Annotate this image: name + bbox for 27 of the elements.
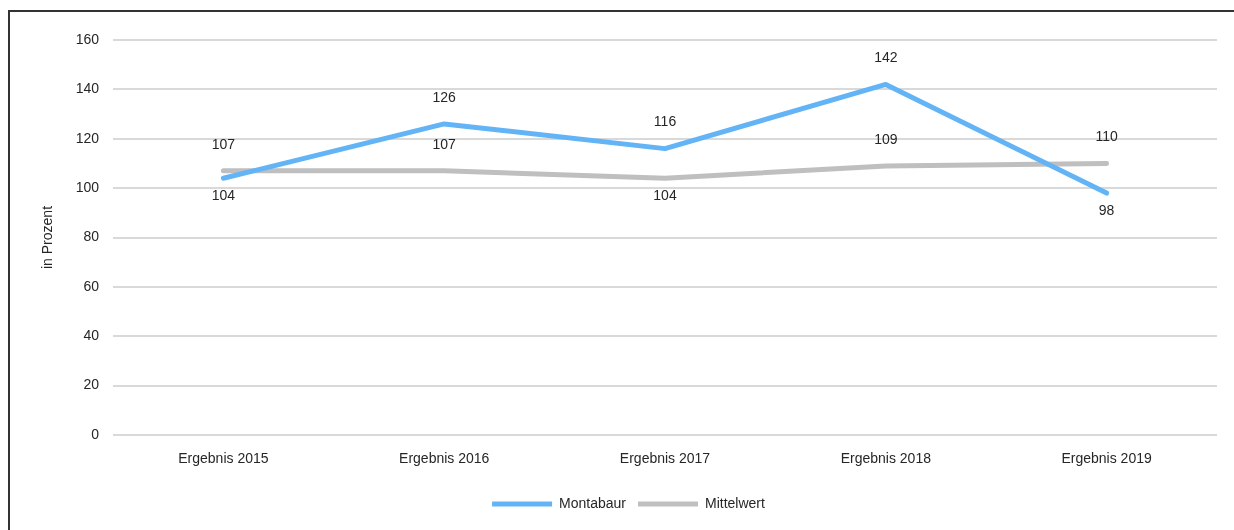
data-label: 107 <box>211 135 236 152</box>
data-label: 104 <box>211 187 236 204</box>
y-tick-label: 0 <box>91 425 100 442</box>
y-tick-label: 20 <box>83 376 100 393</box>
x-tick-label: Ergebnis 2019 <box>1061 450 1152 467</box>
data-label: 104 <box>653 187 677 204</box>
x-tick-label: Ergebnis 2017 <box>619 450 711 467</box>
data-label: 126 <box>432 88 457 105</box>
x-tick-label: Ergebnis 2016 <box>399 450 490 467</box>
data-label: 116 <box>653 113 677 130</box>
x-tick-label: Ergebnis 2015 <box>178 450 269 467</box>
y-tick-label: 100 <box>75 178 100 195</box>
legend-label: Mittelwert <box>705 494 766 511</box>
y-axis-title: in Prozent <box>39 205 56 270</box>
y-tick-label: 120 <box>75 129 100 146</box>
y-tick-label: 60 <box>83 277 100 294</box>
x-tick-label: Ergebnis 2018 <box>840 450 932 467</box>
y-tick-label: 40 <box>83 327 100 344</box>
data-label: 109 <box>874 130 898 147</box>
data-label: 107 <box>432 135 457 152</box>
data-label: 110 <box>1095 128 1118 145</box>
y-tick-label: 140 <box>75 80 100 97</box>
y-tick-label: 160 <box>75 30 100 47</box>
legend-label: Montabaur <box>559 494 627 511</box>
data-label: 98 <box>1098 201 1115 218</box>
data-label: 142 <box>874 49 898 66</box>
y-tick-label: 80 <box>83 228 100 245</box>
